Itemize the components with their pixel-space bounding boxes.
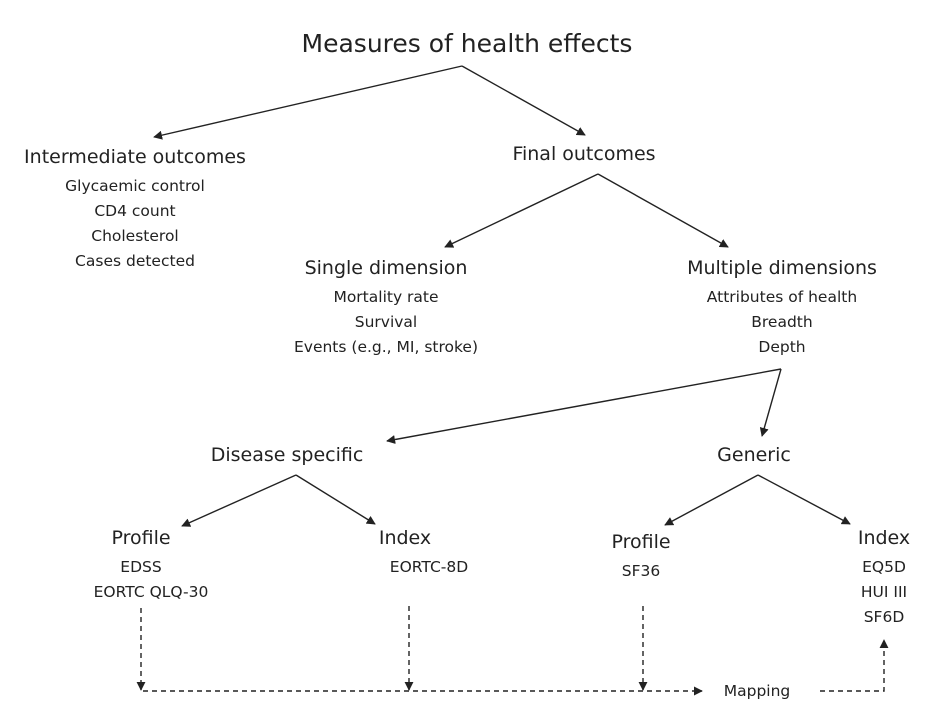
node-item: Survival [355, 313, 418, 331]
node-item: Cholesterol [91, 227, 178, 245]
edge-final-to-multiple [597, 173, 729, 248]
node-item: SF6D [864, 608, 905, 626]
edge-multiple-to-disease [386, 368, 782, 444]
node-generic-profile: Profile SF36 [611, 531, 670, 580]
node-heading: Multiple dimensions [687, 257, 877, 279]
node-item: SF36 [622, 562, 660, 580]
node-intermediate-outcomes: Intermediate outcomes Glycaemic control … [24, 146, 246, 270]
node-generic: Generic [717, 444, 791, 466]
node-disease-specific: Disease specific [211, 444, 364, 466]
edges [136, 65, 889, 696]
node-item: Depth [758, 338, 805, 356]
nodes: Measures of health effects Intermediate … [24, 29, 910, 700]
node-single-dimension: Single dimension Mortality rate Survival… [294, 257, 478, 356]
node-item: CD4 count [94, 202, 175, 220]
node-item: EORTC-8D [390, 558, 468, 576]
node-item: Cases detected [75, 252, 195, 270]
edge-title-to-final [461, 65, 586, 136]
node-heading: Single dimension [305, 257, 468, 279]
node-heading: Final outcomes [512, 143, 655, 165]
node-item: Glycaemic control [65, 177, 205, 195]
mapping-label: Mapping [724, 682, 791, 700]
edge-generic-to-profile [664, 474, 759, 526]
edge-disease-to-profile [181, 474, 297, 527]
node-final-outcomes: Final outcomes [512, 143, 655, 165]
diagram-title: Measures of health effects [302, 29, 633, 58]
edge-title-to-intermediate [153, 65, 463, 140]
node-generic-index: Index EQ5D HUI III SF6D [858, 527, 910, 626]
edge-final-to-single [444, 173, 599, 248]
node-item: Events (e.g., MI, stroke) [294, 338, 478, 356]
node-item: EDSS [120, 558, 161, 576]
node-heading: Intermediate outcomes [24, 146, 246, 168]
node-item: Breadth [751, 313, 812, 331]
node-disease-index: Index EORTC-8D [379, 527, 468, 576]
edge-disease-to-index [295, 474, 376, 525]
node-mapping: Mapping [724, 682, 791, 700]
node-item: Attributes of health [707, 288, 857, 306]
node-heading: Generic [717, 444, 791, 466]
dashed-mapping-to-index [820, 639, 889, 692]
node-heading: Index [858, 527, 910, 549]
node-heading: Index [379, 527, 431, 549]
node-disease-profile: Profile EDSS EORTC QLQ-30 [94, 527, 209, 601]
node-multiple-dimensions: Multiple dimensions Attributes of health… [687, 257, 877, 356]
node-heading: Disease specific [211, 444, 364, 466]
node-item: EORTC QLQ-30 [94, 583, 209, 601]
edge-multiple-to-generic [759, 368, 782, 437]
node-item: Mortality rate [333, 288, 438, 306]
node-heading: Profile [611, 531, 670, 553]
edge-generic-to-index [757, 474, 851, 525]
node-item: EQ5D [862, 558, 906, 576]
node-heading: Profile [111, 527, 170, 549]
node-item: HUI III [861, 583, 907, 601]
